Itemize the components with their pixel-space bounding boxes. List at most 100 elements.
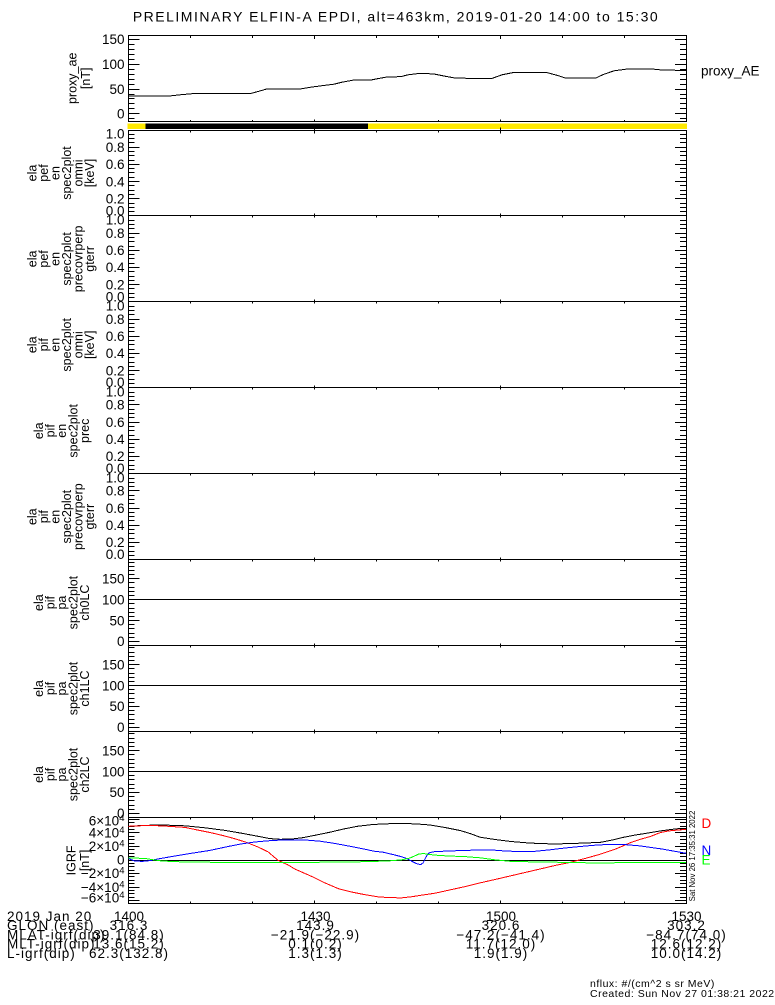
svg-text:MLAT-igrf(dip): MLAT-igrf(dip) <box>7 927 106 942</box>
svg-text:nflux: #/(cm^2 s sr MeV): nflux: #/(cm^2 s sr MeV) <box>590 978 715 990</box>
svg-text:0: 0 <box>117 107 125 122</box>
svg-text:spec2plot: spec2plot <box>66 404 80 458</box>
svg-text:0.0: 0.0 <box>106 375 125 390</box>
svg-text:ela: ela <box>25 251 39 268</box>
svg-text:0.4: 0.4 <box>106 432 125 447</box>
svg-text:1430: 1430 <box>300 909 330 924</box>
svg-text:0.2: 0.2 <box>106 363 125 378</box>
svg-text:0.6: 0.6 <box>106 157 125 172</box>
svg-text:0.4: 0.4 <box>106 346 125 361</box>
svg-text:50: 50 <box>109 613 124 628</box>
svg-text:143.9: 143.9 <box>296 918 335 933</box>
svg-text:en: en <box>55 424 69 438</box>
svg-text:4×104: 4×104 <box>89 825 125 841</box>
svg-text:spec2plot: spec2plot <box>60 318 74 372</box>
svg-text:ela: ela <box>32 422 46 439</box>
svg-text:D: D <box>702 816 712 831</box>
svg-text:0.2: 0.2 <box>106 449 125 464</box>
svg-text:1.0: 1.0 <box>106 384 125 399</box>
svg-text:ela: ela <box>32 680 46 697</box>
svg-text:13.6(15.2): 13.6(15.2) <box>93 937 165 952</box>
svg-text:ela: ela <box>32 766 46 783</box>
svg-text:1500: 1500 <box>486 909 516 924</box>
svg-text:pef: pef <box>37 250 51 268</box>
svg-text:62.3(132.8): 62.3(132.8) <box>89 946 169 961</box>
svg-text:E: E <box>702 852 711 867</box>
svg-text:0.0: 0.0 <box>106 203 125 218</box>
svg-text:omni: omni <box>71 159 85 186</box>
svg-text:spec2plot: spec2plot <box>60 146 74 200</box>
svg-text:en: en <box>48 338 62 352</box>
svg-text:prec: prec <box>78 419 92 443</box>
svg-text:303.2: 303.2 <box>667 918 706 933</box>
svg-text:pa: pa <box>55 596 69 610</box>
svg-text:spec2plot: spec2plot <box>60 489 74 543</box>
svg-text:0.2: 0.2 <box>106 277 125 292</box>
svg-text:precovrperp: precovrperp <box>71 226 85 293</box>
svg-text:1.3(1.3): 1.3(1.3) <box>288 946 343 961</box>
svg-text:−84.7(74.0): −84.7(74.0) <box>646 927 726 942</box>
svg-text:pif: pif <box>43 767 57 781</box>
svg-text:0: 0 <box>117 634 125 649</box>
svg-text:−21.9(−22.9): −21.9(−22.9) <box>271 927 360 942</box>
svg-text:IGRF: IGRF <box>64 845 78 875</box>
svg-text:−47.2(−41.4): −47.2(−41.4) <box>456 927 545 942</box>
svg-text:ela: ela <box>25 508 39 525</box>
svg-text:0.8: 0.8 <box>106 312 125 327</box>
svg-text:150: 150 <box>102 571 125 586</box>
svg-text:0.4: 0.4 <box>106 260 125 275</box>
svg-text:0.4: 0.4 <box>106 518 125 533</box>
svg-text:pif: pif <box>37 510 51 524</box>
svg-text:en: en <box>48 252 62 266</box>
svg-text:spec2plot: spec2plot <box>66 747 80 801</box>
svg-text:omni: omni <box>71 331 85 358</box>
svg-text:−4×104: −4×104 <box>81 879 125 895</box>
svg-text:150: 150 <box>102 657 125 672</box>
svg-text:L-igrf(dip): L-igrf(dip) <box>7 946 76 961</box>
svg-text:39.1(84.8): 39.1(84.8) <box>93 927 165 942</box>
svg-text:0.2: 0.2 <box>106 535 125 550</box>
svg-text:pif: pif <box>43 424 57 438</box>
svg-text:2019 Jan 20: 2019 Jan 20 <box>7 909 92 924</box>
svg-text:Sat Nov 26 17:35:31 2022: Sat Nov 26 17:35:31 2022 <box>688 811 697 902</box>
svg-text:0: 0 <box>117 720 125 735</box>
svg-text:MLT-igrf(dip): MLT-igrf(dip) <box>7 937 96 952</box>
svg-text:1.0: 1.0 <box>106 213 125 228</box>
svg-text:1.0: 1.0 <box>106 299 125 314</box>
svg-text:pif: pif <box>43 595 57 609</box>
svg-text:ela: ela <box>25 165 39 182</box>
svg-text:320.6: 320.6 <box>482 918 521 933</box>
svg-text:spec2plot: spec2plot <box>60 232 74 286</box>
svg-text:0.0: 0.0 <box>106 461 125 476</box>
svg-text:N: N <box>702 843 712 858</box>
svg-text:2×104: 2×104 <box>89 839 125 855</box>
svg-text:−2×104: −2×104 <box>81 866 125 882</box>
svg-text:pef: pef <box>37 164 51 182</box>
svg-text:pa: pa <box>55 682 69 696</box>
svg-text:0: 0 <box>117 806 125 821</box>
svg-text:6×104: 6×104 <box>89 813 125 829</box>
svg-text:ela: ela <box>32 594 46 611</box>
svg-text:0: 0 <box>117 853 125 868</box>
svg-text:0.8: 0.8 <box>106 226 125 241</box>
svg-text:0.8: 0.8 <box>106 484 125 499</box>
svg-text:50: 50 <box>109 699 124 714</box>
svg-text:50: 50 <box>109 785 124 800</box>
svg-text:0.8: 0.8 <box>106 140 125 155</box>
svg-text:0.2: 0.2 <box>106 191 125 206</box>
svg-text:50: 50 <box>109 82 124 97</box>
svg-text:[nT]: [nT] <box>79 68 93 90</box>
svg-text:1.9(1.9): 1.9(1.9) <box>474 946 529 961</box>
svg-text:1.0: 1.0 <box>106 127 125 142</box>
svg-text:ch1LC: ch1LC <box>78 670 92 706</box>
svg-text:11.7(12.0): 11.7(12.0) <box>466 937 537 952</box>
svg-text:316.3: 316.3 <box>110 918 149 933</box>
svg-text:150: 150 <box>102 32 125 47</box>
svg-text:proxy_ae: proxy_ae <box>65 53 79 104</box>
svg-text:12.6(12.2): 12.6(12.2) <box>651 937 723 952</box>
svg-text:ch0LC: ch0LC <box>78 585 92 621</box>
svg-text:pa: pa <box>55 768 69 782</box>
svg-text:150: 150 <box>102 743 125 758</box>
svg-text:100: 100 <box>102 678 125 693</box>
svg-text:en: en <box>48 166 62 180</box>
